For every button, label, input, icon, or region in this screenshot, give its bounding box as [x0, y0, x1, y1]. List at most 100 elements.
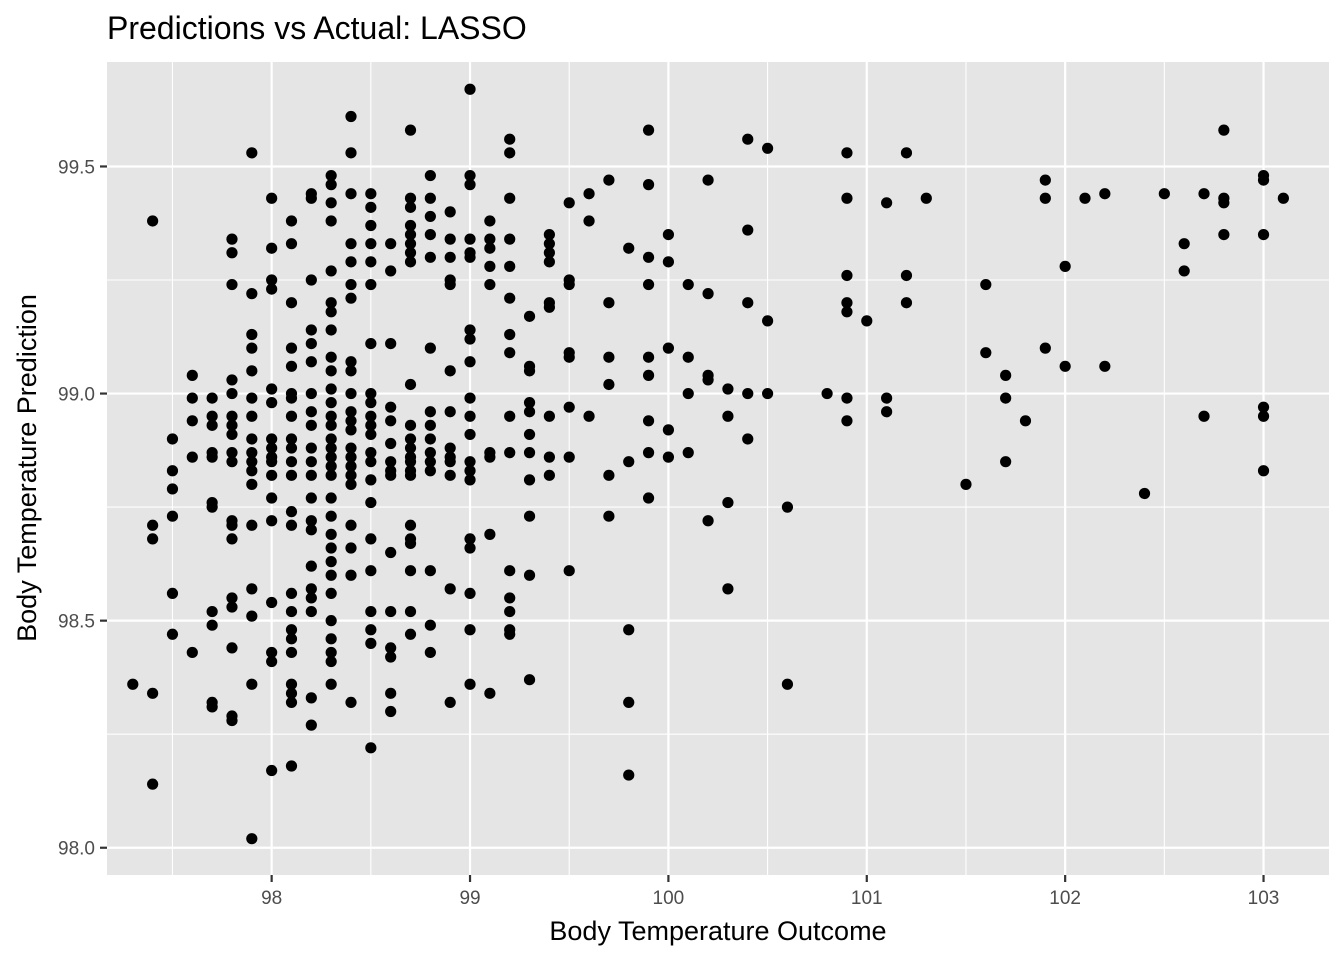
data-point — [345, 147, 357, 159]
data-point — [484, 278, 496, 291]
data-point — [226, 519, 238, 531]
data-point — [603, 469, 615, 481]
data-point — [226, 447, 238, 459]
data-point — [722, 583, 734, 595]
data-point — [424, 210, 436, 223]
data-point — [246, 447, 258, 459]
data-point — [385, 456, 397, 468]
data-point — [325, 492, 337, 504]
data-point — [464, 410, 476, 422]
data-point — [285, 469, 298, 481]
data-point — [1178, 265, 1190, 277]
data-point — [464, 542, 476, 554]
data-point — [226, 592, 238, 604]
data-point — [246, 288, 258, 300]
data-point — [404, 219, 417, 232]
data-point — [543, 256, 555, 268]
data-point — [424, 169, 436, 182]
data-point — [424, 646, 436, 659]
data-point — [1019, 415, 1032, 427]
data-point — [464, 587, 476, 600]
y-tick-label: 99.5 — [58, 157, 95, 178]
data-point — [147, 519, 159, 531]
data-point — [325, 265, 337, 277]
data-point — [285, 678, 298, 690]
data-point — [206, 392, 218, 404]
data-point — [662, 451, 675, 463]
data-point — [226, 533, 238, 545]
data-point — [285, 456, 298, 468]
data-point — [404, 238, 417, 250]
data-point — [1158, 188, 1170, 200]
data-point — [1039, 342, 1051, 354]
data-point — [1257, 465, 1270, 477]
data-point — [841, 147, 853, 159]
data-point — [365, 337, 377, 350]
data-point — [523, 674, 536, 686]
data-point — [484, 233, 496, 245]
data-points — [127, 83, 1289, 845]
data-point — [682, 351, 694, 363]
data-point — [642, 251, 655, 263]
data-point — [285, 760, 298, 772]
data-point — [543, 301, 555, 313]
data-point — [642, 369, 655, 381]
data-point — [980, 278, 992, 291]
data-point — [365, 605, 377, 618]
y-tick-label: 99.0 — [58, 385, 95, 406]
data-point — [266, 274, 278, 286]
data-point — [424, 192, 436, 204]
data-point — [246, 678, 258, 690]
data-point — [166, 587, 179, 600]
data-point — [226, 410, 238, 422]
x-tick-label: 103 — [1248, 888, 1280, 909]
data-point — [841, 306, 853, 318]
data-point — [464, 356, 476, 368]
data-point — [325, 678, 337, 690]
data-point — [266, 655, 278, 668]
data-point — [444, 278, 456, 291]
y-axis-title: Body Temperature Prediction — [12, 294, 42, 642]
data-point — [504, 447, 516, 459]
y-tick-label: 98.5 — [58, 612, 95, 633]
data-point — [603, 378, 615, 391]
data-point — [147, 533, 159, 545]
data-point — [642, 415, 655, 427]
data-point — [186, 451, 198, 463]
data-point — [1277, 192, 1289, 204]
data-point — [464, 251, 476, 263]
data-point — [742, 297, 754, 309]
data-point — [325, 397, 337, 409]
data-point — [484, 528, 496, 540]
data-point — [206, 410, 218, 422]
data-point — [325, 383, 337, 395]
data-point — [206, 701, 218, 713]
data-point — [365, 742, 377, 754]
data-point — [742, 433, 754, 445]
data-point — [206, 419, 218, 431]
data-point — [1099, 188, 1111, 200]
x-axis-title: Body Temperature Outcome — [549, 916, 886, 946]
data-point — [444, 251, 456, 263]
data-point — [821, 387, 833, 400]
data-point — [226, 374, 238, 386]
data-point — [365, 456, 377, 468]
data-point — [147, 687, 159, 699]
data-point — [1059, 360, 1071, 372]
data-point — [881, 406, 893, 418]
data-point — [345, 406, 357, 418]
data-point — [246, 465, 258, 477]
data-point — [345, 415, 357, 427]
data-point — [603, 510, 615, 522]
data-point — [504, 147, 516, 159]
data-point — [365, 188, 377, 200]
data-point — [1257, 410, 1270, 422]
data-point — [325, 542, 337, 554]
data-point — [206, 501, 218, 513]
data-point — [504, 410, 516, 422]
data-point — [246, 392, 258, 404]
data-point — [702, 288, 714, 300]
data-point — [285, 605, 298, 618]
data-point — [623, 696, 635, 709]
data-point — [682, 278, 694, 291]
